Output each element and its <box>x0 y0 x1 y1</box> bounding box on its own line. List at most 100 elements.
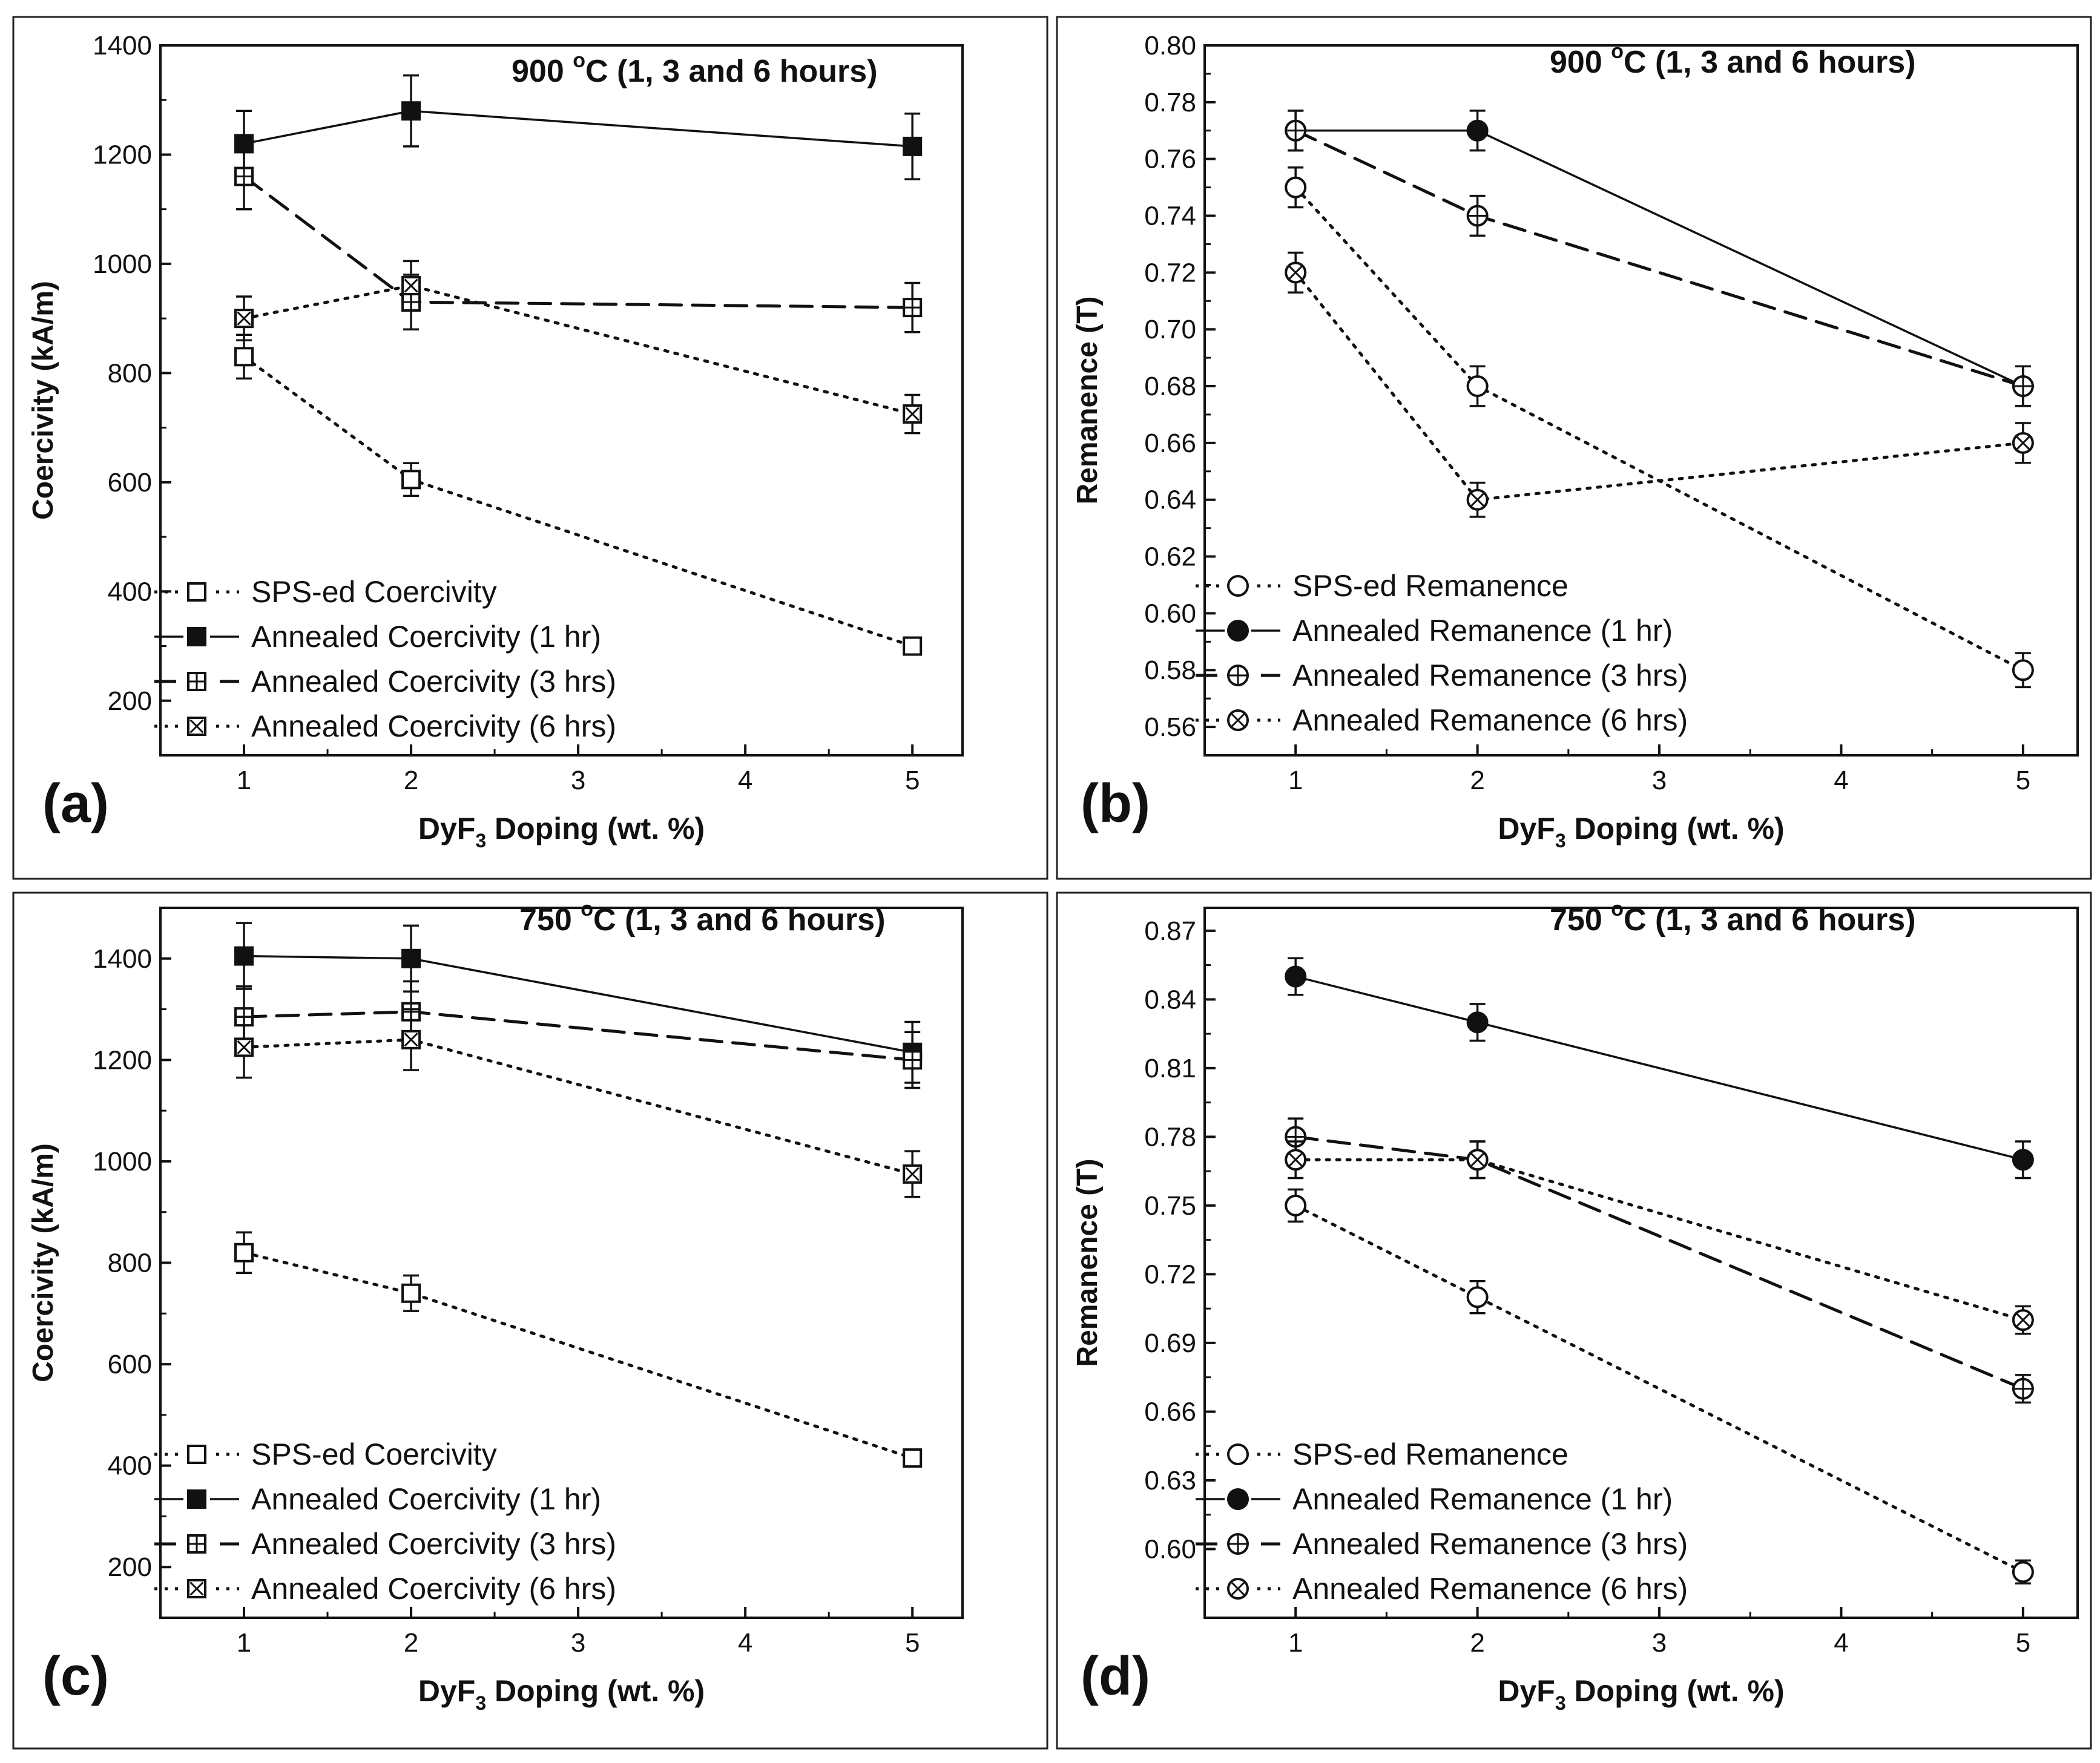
plot-area <box>159 44 964 757</box>
y-tick-label: 0.66 <box>1144 428 1196 458</box>
y-tick-label: 0.68 <box>1144 372 1196 401</box>
data-point-glyph <box>2016 436 2030 450</box>
series-2 <box>1285 110 2034 407</box>
y-tick-label: 0.58 <box>1144 655 1196 685</box>
x-axis-label-subscript: 3 <box>475 830 486 852</box>
legend: SPS-ed Coercivity Annealed Coercivity (1 … <box>154 575 616 743</box>
y-axis-label: Remanence (T) <box>1071 1158 1104 1367</box>
temperature-annotation: 900 oC (1, 3 and 6 hours) <box>1550 40 1916 80</box>
annotation-rest: C (1, 3 and 6 hours) <box>593 902 886 937</box>
panel-label: (b) <box>1081 773 1150 834</box>
panel-c: 200 400 600 800 1000 1200 1400 1 2 3 4 5 Coercivity … <box>12 891 1048 1750</box>
x-axis-label-subscript: 3 <box>1555 830 1566 852</box>
y-tick-label: 0.78 <box>1144 88 1196 117</box>
x-axis-label: DyF3 Doping (wt. %) <box>418 1674 705 1714</box>
y-tick-label: 800 <box>108 358 152 388</box>
legend: SPS-ed Coercivity Annealed Coercivity (1 … <box>154 1437 616 1606</box>
y-tick-label: 1400 <box>93 31 152 61</box>
legend-label: SPS-ed Coercivity <box>251 575 497 609</box>
legend-marker <box>1227 575 1249 597</box>
y-axis-label: Coercivity (kA/m) <box>27 281 59 520</box>
legend-label: Annealed Coercivity (6 hrs) <box>251 709 616 743</box>
series-4 <box>234 1008 923 1198</box>
y-axis-label: Coercivity (kA/m) <box>27 1143 59 1382</box>
series-line <box>242 1010 914 1062</box>
y-tick-label: 1200 <box>93 1045 152 1075</box>
legend-label: Annealed Remanence (1 hr) <box>1292 614 1673 648</box>
series-line <box>1294 975 2024 1161</box>
legend-marker <box>187 1489 206 1509</box>
data-point-glyph <box>905 407 920 421</box>
x-tick-label: 1 <box>237 766 251 795</box>
annotation-main: 750 <box>519 902 581 937</box>
data-point <box>234 347 254 367</box>
x-axis-label-rest: Doping (wt. %) <box>1566 812 1785 845</box>
x-tick-label: 1 <box>1288 1628 1303 1658</box>
x-axis-label-subscript: 3 <box>1555 1692 1566 1714</box>
data-point-glyph <box>404 278 418 293</box>
data-point <box>401 101 421 121</box>
legend-marker <box>187 627 206 646</box>
series-line <box>1294 1135 2025 1391</box>
x-tick-label: 3 <box>1652 1628 1667 1658</box>
legend-label: Annealed Remanence (6 hrs) <box>1292 703 1688 737</box>
legend-marker <box>1227 620 1249 642</box>
x-tick-label: 2 <box>1470 766 1484 795</box>
series-line <box>242 284 914 416</box>
annotation-rest: C (1, 3 and 6 hours) <box>1624 45 1916 80</box>
data-point-glyph <box>237 1040 251 1054</box>
data-point <box>1466 375 1489 398</box>
panel-label: (a) <box>42 773 109 834</box>
data-point <box>2012 659 2034 681</box>
annotation-rest: C (1, 3 and 6 hours) <box>1624 902 1916 937</box>
annotation-degree: o <box>573 49 585 72</box>
data-point <box>903 136 923 156</box>
legend-label: SPS-ed Remanence <box>1292 1437 1568 1471</box>
data-point <box>1285 1194 1307 1216</box>
x-axis-label: DyF3 Doping (wt. %) <box>1498 1674 1784 1714</box>
temperature-annotation: 750 oC (1, 3 and 6 hours) <box>1550 898 1916 937</box>
data-point-glyph <box>404 1033 418 1047</box>
plot-area <box>1203 907 2079 1619</box>
data-point-glyph <box>905 1167 920 1181</box>
y-tick-label: 200 <box>108 686 152 716</box>
y-tick-label: 0.84 <box>1144 985 1196 1014</box>
x-tick-label: 5 <box>905 766 920 795</box>
y-tick-label: 0.63 <box>1144 1466 1196 1495</box>
series-line <box>1294 1158 2025 1322</box>
series-3 <box>1285 110 2034 407</box>
data-point-glyph <box>237 311 251 326</box>
legend-label: Annealed Remanence (1 hr) <box>1292 1482 1673 1516</box>
legend-label: Annealed Coercivity (1 hr) <box>251 620 601 654</box>
series-line <box>1294 271 2025 502</box>
data-point-glyph <box>1288 265 1303 280</box>
x-axis-label-main: DyF <box>418 1674 475 1708</box>
data-point <box>903 636 923 656</box>
y-tick-label: 0.74 <box>1144 202 1196 231</box>
x-axis-label: DyF3 Doping (wt. %) <box>418 812 705 852</box>
y-tick-label: 0.70 <box>1144 315 1196 344</box>
y-tick-label: 1200 <box>93 140 152 169</box>
series-4 <box>1285 1140 2034 1335</box>
series-line <box>1294 130 2024 387</box>
y-tick-label: 0.81 <box>1144 1054 1196 1083</box>
y-tick-label: 0.80 <box>1144 31 1196 61</box>
x-tick-label: 5 <box>905 1628 920 1658</box>
x-tick-label: 1 <box>237 1628 251 1658</box>
y-tick-label: 0.87 <box>1144 916 1196 946</box>
y-tick-label: 0.60 <box>1144 1534 1196 1564</box>
legend: SPS-ed Remanence Annealed Remanence (1 hr… <box>1196 569 1688 737</box>
annotation-main: 900 <box>512 54 573 89</box>
data-point <box>2012 1561 2034 1583</box>
x-tick-label: 2 <box>1470 1628 1484 1658</box>
data-point-glyph <box>1288 1152 1303 1167</box>
x-tick-label: 2 <box>404 766 418 795</box>
series-line <box>1294 129 2025 388</box>
panel-b: 0.56 0.58 0.60 0.62 0.64 0.66 0.68 0.70 0.72 0.74… <box>1056 16 2092 880</box>
data-point <box>1285 965 1307 988</box>
series-line <box>243 954 913 1054</box>
data-point <box>401 948 421 968</box>
y-tick-label: 0.66 <box>1144 1397 1196 1426</box>
legend: SPS-ed Remanence Annealed Remanence (1 hr… <box>1196 1437 1688 1606</box>
series-line <box>242 1251 914 1460</box>
